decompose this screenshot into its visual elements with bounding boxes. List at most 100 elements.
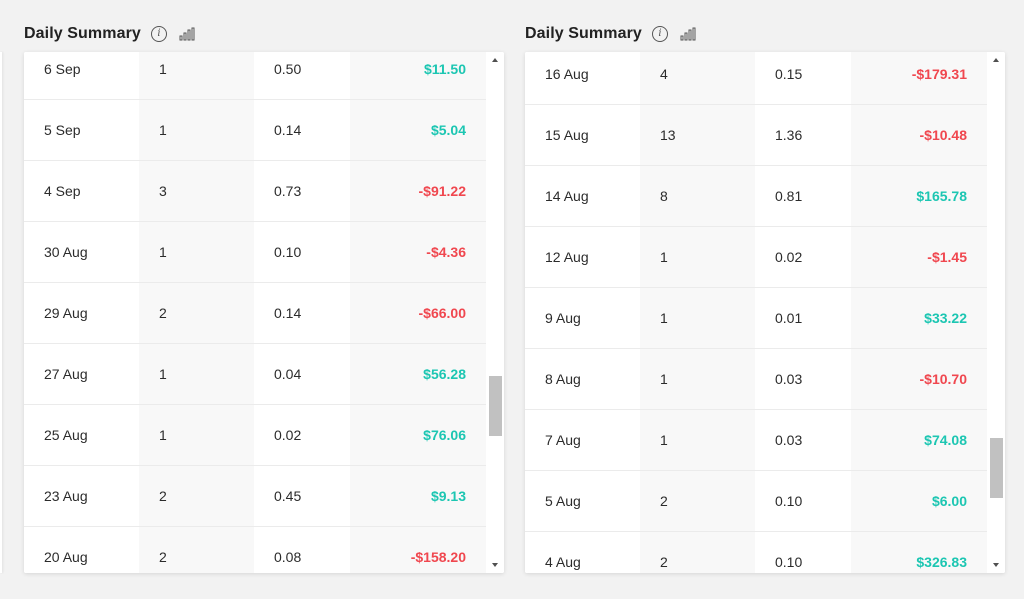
table-row[interactable]: 9 Aug 1 0.01 $33.22: [525, 288, 987, 349]
table-row[interactable]: 4 Aug 2 0.10 $326.83: [525, 532, 987, 573]
lots-cell: 0.08: [254, 527, 350, 573]
scrollbar-thumb[interactable]: [489, 376, 502, 436]
date-cell: 8 Aug: [525, 349, 640, 409]
trade-count-cell: 2: [139, 283, 254, 343]
panel-header: Daily Summary i: [24, 22, 195, 46]
trade-count-cell: 8: [640, 166, 755, 226]
lots-cell: 0.04: [254, 344, 350, 404]
summary-table[interactable]: 16 Aug 4 0.15 -$179.31 15 Aug 13 1.36 -$10.48 14…: [525, 52, 1005, 573]
table-row[interactable]: 20 Aug 2 0.08 -$158.20: [24, 527, 486, 573]
table-body: 6 Sep 1 0.50 $11.50 5 Sep 1 0.14 $5.04 4 Sep 3 0.7…: [24, 52, 486, 573]
pnl-cell: $33.22: [851, 288, 987, 348]
table-row[interactable]: 15 Aug 13 1.36 -$10.48: [525, 105, 987, 166]
pnl-cell: -$158.20: [350, 527, 486, 573]
table-row[interactable]: 23 Aug 2 0.45 $9.13: [24, 466, 486, 527]
trade-count-cell: 2: [640, 532, 755, 573]
pnl-cell: -$91.22: [350, 161, 486, 221]
date-cell: 30 Aug: [24, 222, 139, 282]
date-cell: 9 Aug: [525, 288, 640, 348]
lots-cell: 1.36: [755, 105, 851, 165]
info-icon[interactable]: i: [150, 26, 167, 42]
lots-cell: 0.01: [755, 288, 851, 348]
summary-table[interactable]: 6 Sep 1 0.50 $11.50 5 Sep 1 0.14 $5.04 4 Sep 3 0.7…: [24, 52, 504, 573]
table-row[interactable]: 30 Aug 1 0.10 -$4.36: [24, 222, 486, 283]
trade-count-cell: 1: [139, 344, 254, 404]
pnl-cell: $6.00: [851, 471, 987, 531]
trade-count-cell: 2: [640, 471, 755, 531]
pnl-cell: -$10.70: [851, 349, 987, 409]
date-cell: 12 Aug: [525, 227, 640, 287]
lots-cell: 0.14: [254, 100, 350, 160]
scroll-down-arrow-icon[interactable]: [993, 563, 999, 567]
date-cell: 4 Aug: [525, 532, 640, 573]
scroll-down-arrow-icon[interactable]: [492, 563, 498, 567]
table-body: 16 Aug 4 0.15 -$179.31 15 Aug 13 1.36 -$10.48 14…: [525, 52, 987, 573]
date-cell: 4 Sep: [24, 161, 139, 221]
trade-count-cell: 2: [139, 527, 254, 573]
pnl-cell: -$1.45: [851, 227, 987, 287]
pnl-cell: $74.08: [851, 410, 987, 470]
table-row[interactable]: 27 Aug 1 0.04 $56.28: [24, 344, 486, 405]
lots-cell: 0.10: [254, 222, 350, 282]
vertical-scrollbar[interactable]: [487, 52, 504, 573]
trade-count-cell: 2: [139, 466, 254, 526]
trade-count-cell: 1: [640, 288, 755, 348]
lots-cell: 0.73: [254, 161, 350, 221]
table-row[interactable]: 6 Sep 1 0.50 $11.50: [24, 52, 486, 100]
trade-count-cell: 13: [640, 105, 755, 165]
trade-count-cell: 1: [139, 52, 254, 99]
bar-chart-icon[interactable]: [680, 27, 696, 41]
pnl-cell: -$179.31: [851, 52, 987, 104]
date-cell: 14 Aug: [525, 166, 640, 226]
trade-count-cell: 1: [640, 410, 755, 470]
table-row[interactable]: 4 Sep 3 0.73 -$91.22: [24, 161, 486, 222]
pnl-cell: $326.83: [851, 532, 987, 573]
lots-cell: 0.03: [755, 410, 851, 470]
scrollbar-thumb[interactable]: [990, 438, 1003, 498]
date-cell: 29 Aug: [24, 283, 139, 343]
table-row[interactable]: 16 Aug 4 0.15 -$179.31: [525, 52, 987, 105]
pnl-cell: $5.04: [350, 100, 486, 160]
panel-title: Daily Summary: [525, 25, 642, 42]
date-cell: 25 Aug: [24, 405, 139, 465]
table-row[interactable]: 14 Aug 8 0.81 $165.78: [525, 166, 987, 227]
date-cell: 7 Aug: [525, 410, 640, 470]
date-cell: 20 Aug: [24, 527, 139, 573]
date-cell: 5 Sep: [24, 100, 139, 160]
trade-count-cell: 1: [640, 349, 755, 409]
date-cell: 16 Aug: [525, 52, 640, 104]
info-icon[interactable]: i: [651, 26, 668, 42]
table-row[interactable]: 5 Sep 1 0.14 $5.04: [24, 100, 486, 161]
lots-cell: 0.50: [254, 52, 350, 99]
table-row[interactable]: 12 Aug 1 0.02 -$1.45: [525, 227, 987, 288]
trade-count-cell: 1: [139, 222, 254, 282]
lots-cell: 0.03: [755, 349, 851, 409]
table-row[interactable]: 29 Aug 2 0.14 -$66.00: [24, 283, 486, 344]
trade-count-cell: 1: [640, 227, 755, 287]
lots-cell: 0.10: [755, 532, 851, 573]
lots-cell: 0.10: [755, 471, 851, 531]
panel-header: Daily Summary i: [525, 22, 696, 46]
lots-cell: 0.45: [254, 466, 350, 526]
vertical-scrollbar[interactable]: [988, 52, 1005, 573]
lots-cell: 0.02: [755, 227, 851, 287]
lots-cell: 0.14: [254, 283, 350, 343]
pnl-cell: $11.50: [350, 52, 486, 99]
trade-count-cell: 3: [139, 161, 254, 221]
pnl-cell: $56.28: [350, 344, 486, 404]
table-row[interactable]: 7 Aug 1 0.03 $74.08: [525, 410, 987, 471]
bar-chart-icon[interactable]: [179, 27, 195, 41]
lots-cell: 0.81: [755, 166, 851, 226]
table-row[interactable]: 5 Aug 2 0.10 $6.00: [525, 471, 987, 532]
lots-cell: 0.15: [755, 52, 851, 104]
scroll-up-arrow-icon[interactable]: [993, 58, 999, 62]
table-row[interactable]: 25 Aug 1 0.02 $76.06: [24, 405, 486, 466]
pnl-cell: $9.13: [350, 466, 486, 526]
trade-count-cell: 4: [640, 52, 755, 104]
table-row[interactable]: 8 Aug 1 0.03 -$10.70: [525, 349, 987, 410]
scroll-up-arrow-icon[interactable]: [492, 58, 498, 62]
pnl-cell: $165.78: [851, 166, 987, 226]
date-cell: 27 Aug: [24, 344, 139, 404]
pnl-cell: -$66.00: [350, 283, 486, 343]
date-cell: 6 Sep: [24, 52, 139, 99]
